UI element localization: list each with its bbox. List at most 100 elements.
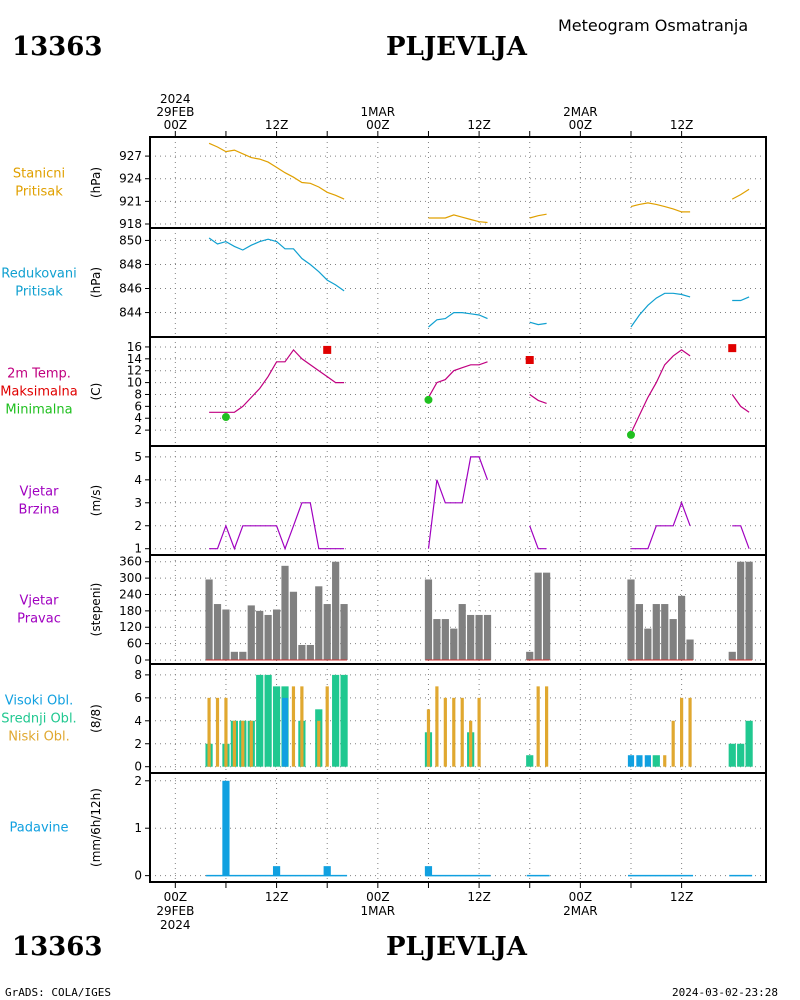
time-label-bottom-0-2: 2024 bbox=[160, 918, 191, 932]
wind-direction-bar-25 bbox=[526, 651, 534, 660]
wind-direction-bar-8 bbox=[272, 609, 281, 660]
ylabel-clouds: (8/8) bbox=[89, 704, 103, 733]
panel-label-clouds-0: Visoki Obl. bbox=[5, 694, 73, 709]
cloud-low-bar-12 bbox=[435, 686, 439, 767]
ytick-label-wind_direction-5: 300 bbox=[119, 571, 142, 585]
plot-area-wind_direction bbox=[205, 561, 753, 661]
ytick-label-wind_speed-3: 4 bbox=[134, 473, 142, 487]
wind-direction-bar-4 bbox=[239, 651, 247, 660]
cloud-low-bar-5 bbox=[249, 720, 253, 767]
wind-direction-bar-35 bbox=[686, 639, 694, 660]
ytick-label-wind_direction-0: 0 bbox=[134, 653, 142, 667]
time-label-bottom-0-0: 00Z bbox=[164, 890, 188, 904]
cloud-low-bar-10 bbox=[325, 686, 329, 767]
time-label-bottom-2-1: 1MAR bbox=[361, 904, 396, 918]
ytick-label-clouds-4: 8 bbox=[134, 668, 142, 682]
cloud-mid-bar-19 bbox=[745, 720, 753, 767]
wind-direction-bar-1 bbox=[213, 604, 222, 660]
ytick-label-reduced_pressure-1: 846 bbox=[119, 282, 142, 296]
wind-direction-bar-6 bbox=[256, 610, 264, 660]
ytick-label-temperature-0: 2 bbox=[134, 423, 142, 437]
wind-direction-bar-16 bbox=[340, 604, 348, 660]
time-label-bottom-4-1: 2MAR bbox=[563, 904, 598, 918]
time-label-bottom-4-0: 00Z bbox=[569, 890, 593, 904]
time-label-bottom-2-0: 00Z bbox=[366, 890, 390, 904]
wind-speed-line-segment-1 bbox=[427, 456, 489, 549]
temperature-line-segment-3 bbox=[630, 349, 691, 434]
cloud-low-bar-8 bbox=[300, 686, 304, 767]
precip-bar-0 bbox=[222, 780, 230, 876]
ytick-label-wind_speed-4: 5 bbox=[134, 450, 142, 464]
ytick-label-precipitation-0: 0 bbox=[134, 869, 142, 883]
plot-area-reduced_pressure bbox=[208, 237, 750, 328]
panel-label-temperature-1: Maksimalna bbox=[0, 385, 78, 400]
ytick-label-temperature-5: 12 bbox=[127, 364, 142, 378]
panel-label-station_pressure-1: Pritisak bbox=[15, 185, 63, 200]
reduced-pressure-line-segment-3 bbox=[630, 292, 691, 328]
time-label-top-5-0: 12Z bbox=[670, 118, 694, 132]
wind-direction-bar-7 bbox=[264, 614, 272, 660]
reduced-pressure-line-segment-0 bbox=[208, 237, 345, 292]
wind-direction-bar-23 bbox=[475, 614, 483, 660]
cloud-low-bar-16 bbox=[469, 720, 473, 767]
wind-direction-bar-11 bbox=[298, 644, 306, 660]
wind-direction-bar-10 bbox=[289, 591, 298, 660]
panel-frame-precipitation bbox=[149, 772, 767, 883]
station-name-bottom: PLJEVLJA bbox=[386, 932, 528, 962]
footer-timestamp: 2024-03-02-23:28 bbox=[672, 986, 778, 999]
wind-direction-bar-2 bbox=[222, 609, 230, 660]
panel-label-reduced_pressure-0: Redukovani bbox=[1, 267, 76, 282]
cloud-low-bar-19 bbox=[545, 686, 549, 767]
ytick-label-temperature-2: 6 bbox=[134, 399, 142, 413]
ytick-label-clouds-2: 4 bbox=[134, 714, 142, 728]
cloud-low-bar-18 bbox=[536, 686, 540, 767]
cloud-mid-bar-12 bbox=[340, 674, 348, 767]
wind-direction-bar-22 bbox=[467, 614, 475, 660]
cloud-mid-bar-11 bbox=[332, 674, 340, 767]
wind-direction-bar-5 bbox=[247, 605, 255, 660]
footer-credit: GrADS: COLA/IGES bbox=[5, 986, 111, 999]
ytick-label-wind_speed-0: 1 bbox=[134, 542, 142, 556]
reduced-pressure-line-segment-1 bbox=[428, 312, 488, 328]
cloud-mid-bar-18 bbox=[737, 743, 745, 767]
time-label-bottom-1-0: 12Z bbox=[265, 890, 289, 904]
cloud-low-bar-9 bbox=[317, 720, 321, 767]
wind-direction-bar-27 bbox=[543, 572, 551, 660]
time-label-bottom-0-1: 29FEB bbox=[156, 904, 194, 918]
plot-area-wind_speed bbox=[209, 456, 750, 551]
ytick-label-wind_direction-4: 240 bbox=[119, 587, 142, 601]
panel-label-wind_speed-0: Vjetar bbox=[20, 485, 60, 500]
reduced-pressure-line-segment-4 bbox=[732, 296, 750, 302]
ylabel-precipitation: (mm/6h/12h) bbox=[89, 788, 103, 867]
cloud-mid-bar-15 bbox=[526, 755, 534, 767]
wind-direction-bar-38 bbox=[745, 561, 753, 660]
cloud-low-bar-15 bbox=[460, 697, 464, 767]
ylabel-temperature: (C) bbox=[89, 383, 103, 401]
ytick-label-temperature-1: 4 bbox=[134, 411, 142, 425]
ytick-label-reduced_pressure-2: 848 bbox=[119, 257, 142, 271]
cloud-high-bar-2 bbox=[636, 755, 643, 767]
wind-speed-line-segment-2 bbox=[529, 525, 547, 550]
tmin-marker-2 bbox=[626, 430, 635, 439]
tmax-marker-2 bbox=[728, 344, 737, 353]
ytick-label-reduced_pressure-3: 850 bbox=[119, 233, 142, 247]
plot-area-precipitation bbox=[206, 780, 753, 877]
tmin-marker-1 bbox=[424, 395, 433, 404]
station-pressure-line-segment-3 bbox=[630, 202, 691, 213]
station-pressure-line-segment-2 bbox=[529, 213, 547, 219]
time-label-top-1-0: 12Z bbox=[265, 118, 289, 132]
cloud-low-bar-20 bbox=[663, 755, 667, 767]
wind-direction-bar-14 bbox=[323, 604, 331, 660]
time-label-top-0-2: 00Z bbox=[164, 118, 188, 132]
ytick-label-clouds-3: 6 bbox=[134, 691, 142, 705]
wind-direction-bar-13 bbox=[315, 586, 323, 660]
temperature-line-segment-4 bbox=[731, 394, 750, 413]
panel-label-wind_speed-1: Brzina bbox=[19, 503, 60, 518]
ytick-label-wind_speed-1: 2 bbox=[134, 519, 142, 533]
temperature-line-segment-1 bbox=[427, 361, 488, 398]
wind-direction-bar-12 bbox=[306, 644, 314, 660]
panel-label-wind_direction-0: Vjetar bbox=[20, 594, 60, 609]
wind-direction-bar-36 bbox=[728, 651, 736, 660]
ytick-label-temperature-4: 10 bbox=[127, 376, 142, 390]
